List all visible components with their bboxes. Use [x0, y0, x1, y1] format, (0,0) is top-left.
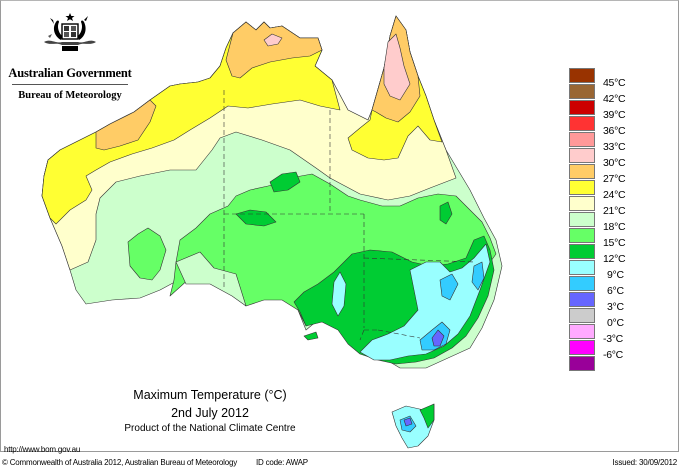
- state-borders: [223, 90, 475, 341]
- band-9-12-sa: [331, 271, 347, 317]
- id-code: ID code: AWAP: [256, 458, 308, 467]
- bom-url-link[interactable]: http://www.bom.gov.au: [4, 445, 81, 454]
- band-12-15-central1: [269, 171, 301, 193]
- legend-swatch: [569, 356, 595, 371]
- band-30-33-qld: [383, 33, 411, 101]
- legend-swatch: [569, 324, 595, 339]
- legend-swatch: [569, 196, 595, 211]
- legend-label: 0°C: [607, 317, 624, 329]
- legend-label: 24°C: [603, 189, 626, 201]
- band-6-9-nsw: [439, 273, 459, 301]
- legend-swatch: [569, 228, 595, 243]
- legend-swatch: [569, 132, 595, 147]
- legend-label: 36°C: [603, 125, 626, 137]
- agency-name: Bureau of Meteorology: [18, 90, 122, 101]
- legend-swatch: [569, 68, 595, 83]
- band-15-18-wa: [127, 227, 167, 281]
- legend-label: 18°C: [603, 221, 626, 233]
- band-12-15-qld: [439, 201, 453, 225]
- legend-swatch: [569, 164, 595, 179]
- legend-swatch: [569, 212, 595, 227]
- copyright-notice: © Commonwealth of Australia 2012, Austra…: [2, 458, 238, 467]
- map-title: Maximum Temperature (°C): [133, 388, 287, 402]
- band-30-33-nt: [263, 33, 283, 47]
- legend-swatch: [569, 308, 595, 323]
- coat-of-arms-icon: [44, 13, 96, 51]
- band-3-6-alps: [431, 329, 445, 347]
- legend-swatch: [569, 84, 595, 99]
- legend-label: -3°C: [603, 333, 623, 345]
- legend-label: 3°C: [607, 301, 624, 313]
- legend-swatch: [569, 116, 595, 131]
- tasmania-12-15: [419, 403, 435, 429]
- legend-label: 9°C: [607, 269, 624, 281]
- legend-label: 45°C: [603, 77, 626, 89]
- map-frame: [0, 0, 679, 452]
- government-name: Australian Government: [8, 66, 132, 80]
- band-6-9-ne: [471, 261, 485, 291]
- band-27-30-kimberley: [95, 99, 157, 151]
- legend-label: 27°C: [603, 173, 626, 185]
- bom-logo: Australian Government Bureau of Meteorol…: [8, 12, 132, 101]
- legend-label: 30°C: [603, 157, 626, 169]
- legend-label: -6°C: [603, 349, 623, 361]
- tasmania-3-6: [403, 417, 413, 427]
- legend-swatch: [569, 292, 595, 307]
- legend-label: 33°C: [603, 141, 626, 153]
- legend-label: 12°C: [603, 253, 626, 265]
- legend-label: 15°C: [603, 237, 626, 249]
- legend-swatch: [569, 276, 595, 291]
- band-9-12-vic: [359, 243, 491, 361]
- legend-label: 21°C: [603, 205, 626, 217]
- legend-swatch: [569, 100, 595, 115]
- band-27-30-nt: [225, 21, 323, 79]
- legend-swatch: [569, 148, 595, 163]
- kangaroo-island: [303, 331, 319, 341]
- legend-swatch: [569, 244, 595, 259]
- legend-label: 42°C: [603, 93, 626, 105]
- australia-temperature-map: [41, 15, 503, 449]
- band-15-18-west: [175, 251, 247, 307]
- map-date: 2nd July 2012: [171, 406, 249, 420]
- map-source: Product of the National Climate Centre: [124, 423, 296, 434]
- issued-date: Issued: 30/09/2012: [612, 458, 678, 467]
- legend-swatch: [569, 260, 595, 275]
- legend-swatch: [569, 180, 595, 195]
- logo-divider: [12, 84, 128, 85]
- legend-swatch: [569, 340, 595, 355]
- legend-label: 39°C: [603, 109, 626, 121]
- legend-label: 6°C: [607, 285, 624, 297]
